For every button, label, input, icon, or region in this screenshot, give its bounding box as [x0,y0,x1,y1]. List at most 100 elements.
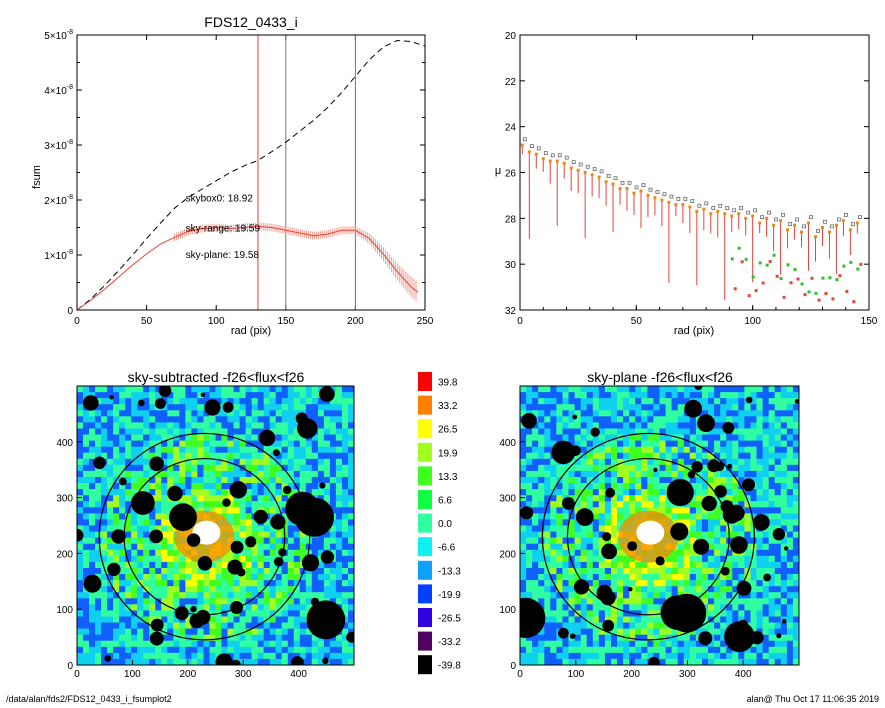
image-pixel-block [677,398,685,405]
image-pixel-block [185,640,192,648]
image-pixel-block [113,507,120,514]
image-pixel-block [780,452,788,460]
image-pixel-block [197,507,204,514]
image-pixel-block [125,628,132,636]
image-pixel-block [568,483,576,490]
y-tick-label: 400 [56,438,73,449]
image-pixel-block [101,519,108,526]
masked-source [562,497,575,510]
image-pixel-block [726,574,733,581]
image-pixel-block [191,561,198,569]
image-pixel-block [774,501,782,508]
image-pixel-block [611,507,618,514]
image-pixel-block [677,634,685,642]
masked-source [93,456,106,470]
image-pixel-block [203,640,210,648]
image-pixel-block [786,501,794,508]
image-pixel-block [269,446,277,454]
image-pixel-block [77,422,84,429]
image-pixel-block [149,574,156,581]
masked-source [320,550,335,564]
image-pixel-block [714,568,721,575]
image-pixel-block [568,489,576,496]
image-pixel-block [598,422,606,429]
image-pixel-block [119,616,126,624]
image-pixel-block [653,464,660,472]
image-pixel-block [299,622,307,630]
image-pixel-block [653,598,660,605]
image-pixel-block [143,652,150,660]
image-pixel-block [275,640,283,648]
image-pixel-block [317,652,325,660]
image-pixel-block [239,501,247,508]
image-pixel-block [780,652,788,660]
image-pixel-block [263,531,271,539]
image-pixel-block [780,574,788,581]
image-pixel-block [191,404,198,411]
image-pixel-block [107,622,114,630]
image-pixel-block [113,555,120,563]
image-pixel-block [107,555,114,563]
image-pixel-block [574,634,582,642]
image-pixel-block [167,610,174,617]
image-pixel-block [113,604,120,611]
image-pixel-block [756,610,764,617]
image-pixel-block [137,652,144,660]
image-pixel-block [714,616,721,624]
mu-point-black [662,192,667,197]
image-pixel-block [95,404,102,411]
image-pixel-block [257,483,265,490]
masked-source [158,386,172,397]
image-pixel-block [287,622,295,630]
x-tick-label: 200 [179,669,196,680]
image-pixel-block [665,464,673,472]
mu-point-black [676,197,681,201]
image-pixel-block [550,392,557,399]
image-pixel-block [659,458,667,466]
image-pixel-block [197,404,204,411]
image-pixel-block [562,568,570,575]
image-pixel-block [239,574,247,581]
image-pixel-block [119,586,126,593]
image-pixel-block [611,392,618,399]
image-pixel-block [568,404,576,411]
image-pixel-block [311,549,319,557]
image-pixel-block [720,428,727,436]
image-pixel-block [574,470,582,478]
image-pixel-block [293,580,301,587]
image-pixel-block [113,495,120,502]
image-pixel-block [635,404,642,411]
mu-point-orange [688,205,692,209]
image-pixel-block [635,622,642,630]
image-pixel-block [293,483,301,490]
image-pixel-block [568,658,576,665]
image-pixel-block [756,658,764,665]
image-pixel-block [768,404,776,411]
image-pixel-block [239,398,247,405]
image-pixel-block [167,616,174,624]
image-pixel-block [647,386,654,393]
image-pixel-block [179,434,186,442]
image-pixel-block [532,537,539,545]
mu-point-black [739,206,744,210]
image-pixel-block [695,525,703,533]
image-pixel-block [708,483,715,490]
image-pixel-block [774,549,782,557]
image-pixel-block [227,616,234,624]
image-pixel-block [792,513,799,520]
image-pixel-block [185,440,192,448]
mu-point-red [796,277,800,281]
image-pixel-block [239,537,247,545]
image-pixel-block [113,543,120,551]
mu-point-orange [667,200,671,204]
image-pixel-block [131,422,138,429]
masked-source [776,633,782,639]
image-pixel-block [720,549,727,557]
image-pixel-block [335,422,343,429]
image-pixel-block [623,658,630,665]
image-pixel-block [329,404,337,411]
image-pixel-block [323,404,331,411]
image-pixel-block [227,434,234,442]
image-pixel-block [532,470,539,478]
